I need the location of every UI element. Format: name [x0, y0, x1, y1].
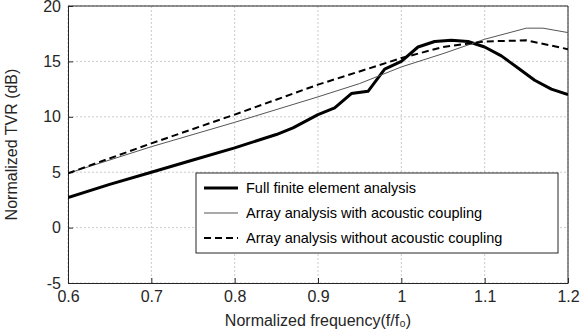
legend-swatch [204, 213, 238, 214]
tick-label: -5 [47, 275, 61, 292]
tick-mark [151, 278, 152, 283]
grid-line-y [68, 116, 568, 117]
tick-label: 20 [43, 0, 61, 15]
tick: 1.2 [557, 278, 579, 305]
tick-label: 5 [52, 164, 61, 181]
tick-label: 15 [43, 53, 61, 70]
plot: 0.60.70.80.911.11.2-505101520Full finite… [43, 0, 580, 305]
tick-mark [68, 283, 73, 284]
x-axis-label: Normalized frequency(f/f₀) [225, 312, 411, 329]
tick-mark [485, 278, 486, 283]
tick-mark [401, 278, 402, 283]
legend-box [196, 173, 558, 253]
legend-label: Array analysis with acoustic coupling [246, 205, 482, 221]
tick-mark [235, 278, 236, 283]
tick: 0.7 [141, 278, 163, 305]
series-lines [68, 28, 568, 198]
frame-right [568, 6, 569, 283]
tick: 1 [397, 278, 406, 305]
tick: 1.1 [474, 278, 496, 305]
tick-label: 1.1 [474, 288, 496, 305]
tick-label: 0.7 [141, 288, 163, 305]
tick-label: 1 [397, 288, 406, 305]
legend-label: Array analysis without acoustic coupling [246, 230, 502, 246]
tick: 10 [43, 108, 73, 125]
grid-line-x [68, 6, 69, 283]
legend-swatch [204, 187, 238, 190]
series-line [68, 40, 568, 173]
tick-label: 10 [43, 108, 61, 125]
tick: 0.9 [307, 278, 329, 305]
grid-line-y [68, 6, 568, 7]
tick: 0.8 [224, 278, 246, 305]
grid-line-x [568, 6, 569, 283]
y-axis-label: Normalized TVR (dB) [3, 69, 20, 221]
y-axis: -5 0 5 10 15 20 [43, 0, 73, 292]
tick: 20 [43, 0, 73, 15]
x-axis: 0.60.70.80.911.11.2 [57, 278, 579, 305]
plot-background [68, 6, 568, 283]
tick: 0 [52, 219, 73, 236]
tick-mark [68, 117, 73, 118]
axis-line [68, 7, 69, 284]
legend-label: Full finite element analysis [246, 180, 416, 196]
tick-label: 0.8 [224, 288, 246, 305]
chart: 0.60.70.80.911.11.2-505101520Full finite… [0, 0, 580, 332]
series-line [68, 28, 568, 173]
tick-label: 0 [52, 219, 61, 236]
tick-label: 1.2 [557, 288, 579, 305]
tick-mark [318, 278, 319, 283]
tick: -5 [47, 275, 73, 292]
axis-line [69, 283, 569, 284]
grid-line-x [151, 6, 152, 283]
legend-swatch [204, 237, 238, 239]
tick-mark [68, 61, 73, 62]
tick: 15 [43, 53, 73, 70]
grid-line-y [68, 61, 568, 62]
frame-top [68, 6, 568, 7]
grid [68, 6, 568, 283]
legend: Full finite element analysis Array analys… [196, 173, 558, 253]
tick-label: 0.9 [307, 288, 329, 305]
tick-mark [68, 228, 73, 229]
